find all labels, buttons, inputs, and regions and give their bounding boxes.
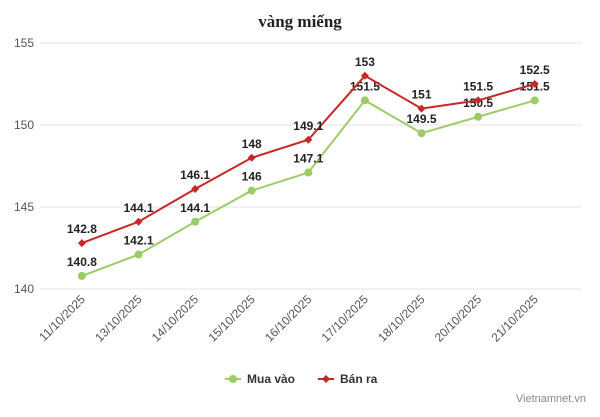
y-tick-label: 145 xyxy=(14,200,34,214)
data-point xyxy=(304,168,313,177)
x-tick-label: 20/10/2025 xyxy=(432,292,485,345)
data-point xyxy=(247,153,256,162)
data-point xyxy=(77,271,86,280)
data-point xyxy=(191,184,200,193)
data-label: 146 xyxy=(242,170,262,184)
y-tick-label: 155 xyxy=(14,36,34,50)
data-point xyxy=(530,96,539,105)
chart-title: vàng miếng xyxy=(258,12,342,31)
x-tick-label: 18/10/2025 xyxy=(375,292,428,345)
data-label: 142.1 xyxy=(123,234,153,248)
data-point xyxy=(304,135,313,144)
data-point xyxy=(417,129,426,138)
x-tick-label: 11/10/2025 xyxy=(36,292,88,344)
x-tick-label: 16/10/2025 xyxy=(262,292,315,345)
data-point xyxy=(474,96,483,105)
x-tick-label: 14/10/2025 xyxy=(149,292,202,345)
x-tick-label: 21/10/2025 xyxy=(488,292,541,345)
data-point xyxy=(360,96,369,105)
data-label: 149.1 xyxy=(293,119,323,133)
data-point xyxy=(134,217,143,226)
data-label: 140.8 xyxy=(67,255,97,269)
data-label: 152.5 xyxy=(520,63,550,77)
data-label: 142.8 xyxy=(67,222,97,236)
data-point xyxy=(474,112,483,121)
data-label: 147.1 xyxy=(293,152,323,166)
data-point xyxy=(77,239,86,248)
y-tick-label: 150 xyxy=(14,118,34,132)
x-tick-label: 17/10/2025 xyxy=(319,292,372,345)
data-label: 148 xyxy=(242,137,262,151)
data-point xyxy=(134,250,143,259)
x-tick-label: 15/10/2025 xyxy=(205,292,258,345)
data-point xyxy=(360,71,369,80)
data-label: 151.5 xyxy=(463,79,493,93)
data-point xyxy=(530,80,539,88)
data-point xyxy=(191,217,200,226)
x-tick-label: 13/10/2025 xyxy=(92,292,145,345)
legend-label: Bán ra xyxy=(340,372,378,386)
data-label: 151 xyxy=(411,88,431,102)
data-label: 144.1 xyxy=(123,201,153,215)
data-label: 144.1 xyxy=(180,201,210,215)
data-label: 149.5 xyxy=(406,112,436,126)
data-label: 153 xyxy=(355,55,375,69)
legend-marker xyxy=(229,375,237,383)
y-tick-label: 140 xyxy=(14,282,34,296)
data-point xyxy=(417,104,426,113)
data-label: 146.1 xyxy=(180,168,210,182)
legend-label: Mua vào xyxy=(247,372,295,386)
legend-marker xyxy=(322,375,330,383)
data-point xyxy=(247,186,256,195)
source-credit: Vietnamnet.vn xyxy=(515,393,586,405)
